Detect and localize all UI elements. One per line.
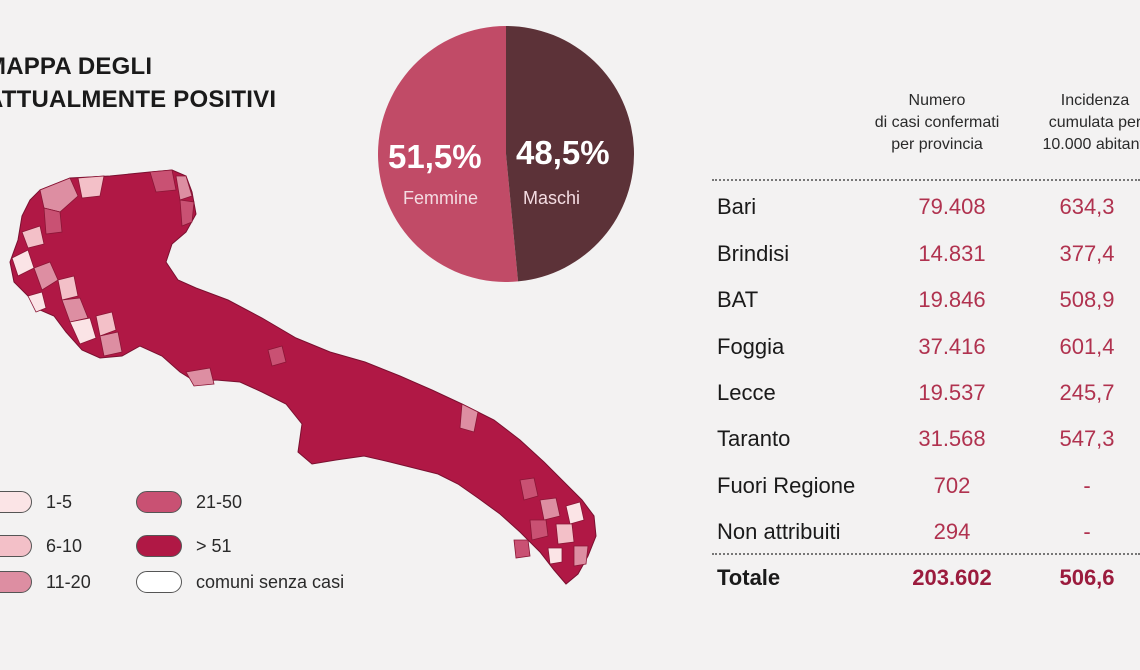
cases-value: 19.537 [918,380,986,405]
table-row: Brindisi 14.831 377,4 [717,241,1140,281]
pie-slice-female [378,26,519,282]
male-percentage: 48,5% [516,134,610,171]
header-cases-line-1: Numero [908,92,966,109]
legend-label: 1-5 [46,491,73,512]
legend-swatch [0,571,32,593]
title-line-2: ATTUALMENTE POSITIVI [0,86,277,113]
table-row: Bari 79.408 634,3 [717,194,1140,234]
table-row: Foggia 37.416 601,4 [717,334,1140,374]
legend-item-6-10: 6-10 [0,535,82,557]
gender-pie-chart [378,26,634,282]
cases-value: 79.408 [918,194,986,219]
province-name: Lecce [717,380,776,405]
legend-item-21-50: 21-50 [136,491,242,513]
map-light-areas [11,169,589,567]
header-cases: Numero di casi confermati per provincia [852,90,1022,156]
table-row: Fuori Regione 702 - [717,473,1140,513]
legend-label: > 51 [196,535,232,556]
legend-swatch [0,535,32,557]
puglia-map [9,169,597,585]
province-name: BAT [717,287,759,312]
legend-label: 21-50 [196,491,243,512]
total-incidence: 506,6 [1059,565,1115,590]
header-incidence-line-2: cumulata per [1048,114,1140,131]
header-divider [712,179,1140,181]
total-divider [712,553,1140,555]
legend-item-1-5: 1-5 [0,491,72,513]
legend-item-11-20: 11-20 [0,571,91,593]
table-row: Lecce 19.537 245,7 [717,380,1140,420]
total-cases: 203.602 [912,565,992,590]
female-label: Femmine [403,188,479,208]
legend-label: comuni senza casi [196,571,345,592]
legend-label: 11-20 [46,571,91,592]
province-name: Foggia [717,334,785,359]
header-incidence-line-3: 10.000 abitanti [1042,136,1140,153]
incidence-value: 547,3 [1059,426,1115,451]
page-title: MAPPA DEGLI ATTUALMENTE POSITIVI [0,50,276,116]
legend-item-no-cases: comuni senza casi [136,571,344,593]
title-line-1: MAPPA DEGLI [0,53,153,80]
incidence-value: - [1083,519,1091,544]
header-cases-line-3: per provincia [891,136,983,153]
incidence-value: 245,7 [1059,380,1115,405]
province-name: Taranto [717,426,791,451]
legend-item-over-51: > 51 [136,535,232,557]
header-incidence-line-1: Incidenza [1060,92,1130,109]
incidence-value: 377,4 [1059,241,1115,266]
province-name: Brindisi [717,241,790,266]
cases-value: 702 [933,473,971,498]
table-row: Non attribuiti 294 - [717,519,1140,559]
legend-swatch [136,491,182,513]
cases-value: 31.568 [918,426,986,451]
male-label: Maschi [523,188,581,208]
legend-swatch [136,571,182,593]
incidence-value: 634,3 [1059,194,1115,219]
province-name: Non attribuiti [717,519,841,544]
incidence-value: - [1083,473,1091,498]
total-label: Totale [717,565,781,590]
female-percentage: 51,5% [388,138,482,175]
cases-value: 14.831 [918,241,986,266]
incidence-value: 601,4 [1059,334,1115,359]
legend-swatch [136,535,182,557]
cases-value: 294 [933,519,971,544]
pie-slice-male [506,26,634,282]
region-shape [9,169,597,585]
cases-value: 19.846 [918,287,986,312]
header-cases-line-2: di casi confermati [874,114,1000,131]
table-row: BAT 19.846 508,9 [717,287,1140,327]
province-name: Fuori Regione [717,473,856,498]
legend-label: 6-10 [46,535,83,556]
header-incidence: Incidenza cumulata per 10.000 abitanti [1030,90,1140,156]
table-row: Taranto 31.568 547,3 [717,426,1140,466]
cases-value: 37.416 [918,334,986,359]
legend-swatch [0,491,32,513]
incidence-value: 508,9 [1059,287,1115,312]
table-total-row: Totale 203.602 506,6 [717,565,1140,605]
province-name: Bari [717,194,757,219]
